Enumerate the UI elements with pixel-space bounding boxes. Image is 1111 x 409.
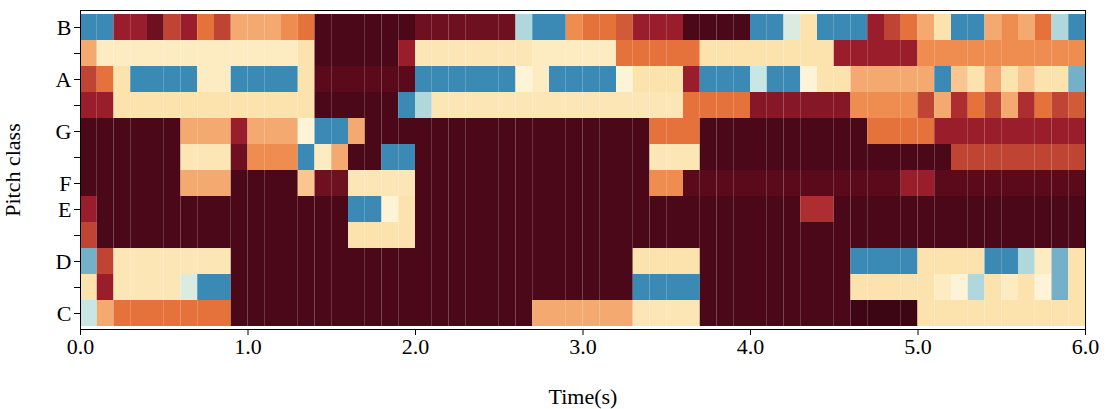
- svg-text:F: F: [59, 171, 71, 196]
- svg-text:C: C: [57, 301, 72, 326]
- svg-text:6.0: 6.0: [1072, 334, 1100, 359]
- svg-text:0.0: 0.0: [67, 334, 95, 359]
- svg-text:G: G: [56, 119, 72, 144]
- svg-text:Pitch class: Pitch class: [0, 123, 25, 217]
- svg-text:5.0: 5.0: [904, 334, 932, 359]
- svg-text:Time(s): Time(s): [549, 384, 618, 409]
- svg-text:4.0: 4.0: [737, 334, 765, 359]
- svg-text:A: A: [56, 67, 72, 92]
- svg-text:E: E: [58, 197, 71, 222]
- svg-text:2.0: 2.0: [402, 334, 430, 359]
- svg-text:1.0: 1.0: [234, 334, 262, 359]
- svg-text:3.0: 3.0: [569, 334, 597, 359]
- svg-text:B: B: [57, 15, 72, 40]
- svg-text:D: D: [56, 249, 72, 274]
